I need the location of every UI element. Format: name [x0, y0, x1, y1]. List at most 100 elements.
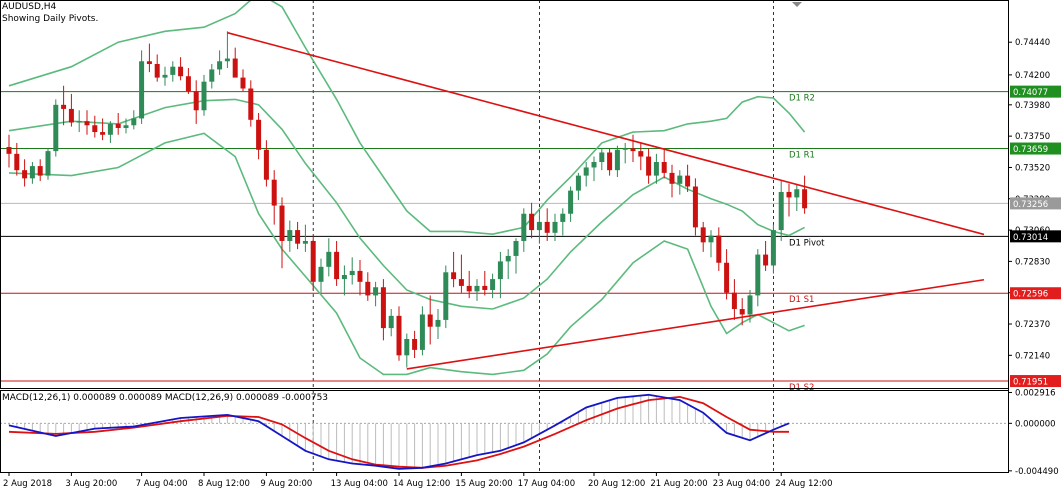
candle-body	[302, 240, 308, 244]
candle-body	[607, 152, 613, 171]
candle-body	[747, 295, 753, 315]
candle-body	[240, 77, 246, 89]
candle-body	[505, 255, 511, 262]
candle	[29, 162, 35, 184]
candle-body	[295, 230, 301, 244]
candle	[505, 249, 511, 280]
candle	[669, 164, 675, 198]
macd-tick-label: 0.000000	[1015, 419, 1056, 429]
candle	[747, 289, 753, 323]
candle-body	[170, 66, 176, 75]
candle-body	[466, 285, 472, 292]
candle	[451, 251, 457, 288]
candle	[279, 197, 285, 269]
candle-body	[599, 152, 605, 163]
current-price-tag-bg	[1010, 197, 1061, 210]
candle-body	[123, 125, 129, 128]
candle	[373, 281, 379, 307]
candle-body	[552, 221, 558, 233]
candle-body	[653, 162, 659, 176]
candle-body	[536, 221, 542, 231]
candle	[53, 99, 59, 157]
candle	[427, 295, 433, 345]
candle-body	[185, 76, 191, 92]
candle	[599, 148, 605, 171]
candle	[209, 63, 215, 89]
candle-body	[224, 58, 230, 62]
candle	[224, 31, 230, 69]
candle	[575, 172, 581, 201]
candle-body	[443, 272, 449, 320]
y-tick-label: 0.73520	[1015, 163, 1050, 173]
trendline-resistance	[227, 31, 985, 236]
candle-body	[521, 213, 527, 241]
macd-main-line	[8, 393, 790, 470]
candle-body	[6, 147, 12, 154]
candle	[107, 121, 113, 143]
x-tick-label: 21 Aug 20:00	[650, 479, 707, 489]
candle	[287, 220, 293, 252]
candle	[731, 279, 737, 320]
candle-body	[451, 272, 457, 280]
candle-body	[490, 279, 496, 290]
candle-body	[380, 287, 386, 329]
candle	[529, 202, 535, 239]
candle	[318, 258, 324, 293]
bollinger-upper	[8, 0, 806, 236]
candle	[357, 260, 363, 296]
candle	[630, 134, 636, 163]
candle	[474, 279, 480, 301]
candle-body	[310, 240, 316, 282]
chart-title: AUDUSD,H4	[2, 2, 57, 12]
candle-body	[357, 270, 363, 282]
candle	[334, 240, 340, 286]
candle	[349, 257, 355, 285]
pivot-price-tag: 0.72596	[1013, 290, 1048, 300]
candle-body	[591, 162, 597, 168]
candle-body	[770, 230, 776, 266]
bollinger-middle	[8, 98, 805, 310]
candle	[100, 118, 106, 141]
candle-body	[365, 281, 371, 296]
macd-tick-label: -0.004490	[1015, 467, 1059, 477]
candle	[84, 110, 90, 135]
candle-body	[263, 149, 269, 180]
candle	[482, 270, 488, 296]
candle	[552, 213, 558, 241]
candle-body	[497, 261, 503, 280]
candle-body	[232, 58, 238, 78]
candle-body	[271, 179, 277, 206]
candle-body	[575, 175, 581, 191]
candle-body	[724, 262, 730, 293]
candle	[45, 148, 51, 180]
candle	[755, 249, 761, 307]
candle-body	[139, 61, 145, 119]
candle-body	[435, 319, 441, 327]
candle	[614, 145, 620, 177]
candle	[536, 211, 542, 244]
candle	[76, 110, 82, 133]
candle-body	[178, 66, 184, 77]
candle	[365, 272, 371, 301]
candle-body	[248, 88, 254, 120]
candle-body	[731, 292, 737, 310]
candle-body	[614, 149, 620, 171]
x-tick-label: 20 Aug 12:00	[588, 479, 645, 489]
candle-body	[256, 119, 262, 150]
pivot-price-tag: 0.74077	[1013, 88, 1048, 98]
candle	[380, 279, 386, 341]
chart-subtitle: Showing Daily Pivots.	[2, 14, 99, 24]
candle	[37, 159, 43, 182]
candle	[794, 183, 800, 212]
candle-body	[53, 104, 59, 152]
x-tick-label: 2 Aug 2018	[3, 479, 52, 489]
candle-body	[29, 166, 35, 179]
candle-body	[568, 190, 574, 214]
x-tick-label: 24 Aug 12:00	[775, 479, 832, 489]
candle	[92, 115, 98, 138]
candle	[677, 170, 683, 195]
candle	[778, 181, 784, 241]
candle	[68, 93, 74, 127]
candle	[591, 156, 597, 182]
